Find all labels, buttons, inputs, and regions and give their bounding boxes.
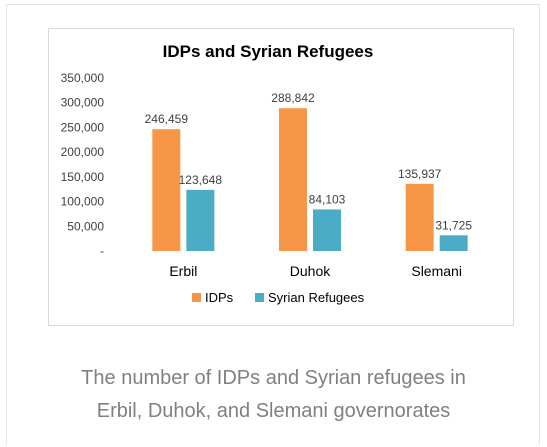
data-label: 31,725	[435, 218, 472, 232]
legend-swatch	[192, 293, 201, 302]
figure-caption: The number of IDPs and Syrian refugees i…	[0, 362, 547, 428]
bar-idps	[279, 108, 307, 251]
y-tick-label: -	[100, 244, 104, 258]
y-tick-label: 50,000	[67, 219, 104, 233]
bar-syrian-refugees	[439, 235, 468, 251]
y-tick-label: 100,000	[61, 195, 105, 209]
legend-label: IDPs	[205, 290, 234, 305]
legend-label: Syrian Refugees	[268, 290, 365, 305]
x-category-label: Duhok	[290, 263, 331, 279]
data-label: 288,842	[271, 91, 315, 105]
caption-line-1: The number of IDPs and Syrian refugees i…	[81, 367, 466, 389]
y-tick-label: 200,000	[61, 145, 105, 159]
bar-chart: IDPs and Syrian Refugees - 50,000 100,000 15…	[61, 42, 473, 305]
x-category-label: Erbil	[169, 263, 197, 279]
data-label: 246,459	[145, 112, 189, 126]
y-tick-label: 300,000	[61, 96, 105, 110]
chart-title: IDPs and Syrian Refugees	[163, 42, 374, 61]
data-label: 123,648	[179, 173, 223, 187]
data-label: 84,103	[309, 192, 346, 206]
y-tick-label: 150,000	[61, 170, 105, 184]
caption-line-2: Erbil, Duhok, and Slemani governorates	[96, 400, 451, 422]
bar-syrian-refugees	[186, 189, 215, 251]
x-category-label: Slemani	[411, 263, 462, 279]
bar-idps	[152, 129, 181, 251]
legend-swatch	[255, 293, 264, 302]
data-label: 135,937	[398, 167, 442, 181]
y-tick-label: 250,000	[61, 120, 105, 134]
bar-idps	[405, 183, 434, 251]
bar-syrian-refugees	[313, 209, 341, 251]
y-tick-label: 350,000	[61, 71, 105, 85]
